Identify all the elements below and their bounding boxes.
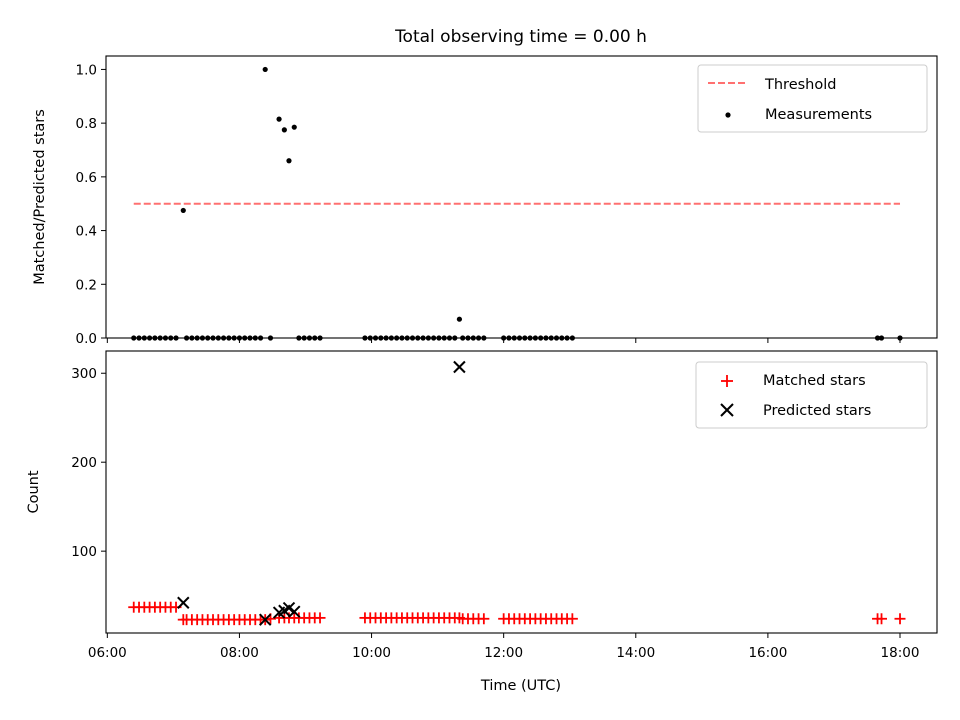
top-y-tick-label: 0.0: [76, 331, 97, 347]
measurement-point: [286, 158, 292, 164]
bottom-x-tick-label: 16:00: [748, 645, 787, 661]
measurement-point: [262, 66, 268, 73]
bottom-y-tick-label: 100: [71, 544, 97, 560]
bottom-x-tick-label: 14:00: [616, 645, 655, 661]
top-y-ticks: 0.0 0.2 0.4 0.6 0.8 1.0: [76, 62, 106, 347]
predicted-star-point: [177, 596, 190, 609]
top-y-tick-label: 0.6: [76, 170, 97, 186]
measurement-point: [281, 127, 287, 133]
predicted-star-stroke-b: [258, 613, 272, 626]
predicted-star-point: [282, 601, 296, 615]
bottom-plot-marks: [128, 360, 906, 626]
figure-title: Total observing time = 0.00 h: [394, 27, 647, 47]
predicted-star-stroke-b: [288, 605, 301, 618]
predicted-star-stroke-b: [282, 601, 296, 615]
measurement-point: [291, 124, 297, 130]
predicted-star-stroke-b: [453, 360, 466, 374]
bottom-x-tick-label: 08:00: [220, 645, 259, 661]
top-legend: Threshold Measurements: [697, 64, 928, 133]
legend-threshold-label: Threshold: [764, 77, 836, 93]
top-y-axis-label: Matched/Predicted stars: [32, 109, 48, 285]
measurement-point: [456, 316, 463, 322]
x-axis-label: Time (UTC): [480, 678, 561, 694]
bottom-y-tick-label: 300: [71, 366, 97, 382]
measurement-point: [180, 207, 186, 214]
bottom-plot-frame: [105, 350, 938, 634]
matched-star-point: [314, 612, 326, 624]
legend-measurements-label: Measurements: [765, 107, 872, 123]
predicted-star-point: [453, 360, 466, 374]
bottom-x-tick-label: 06:00: [88, 645, 127, 661]
matched-star-point: [478, 613, 490, 625]
bottom-x-ticks: 06:00 08:00 10:00 12:00 14:00 16:00 18:00: [88, 633, 920, 661]
bottom-axes: 100 200 300 06:00 08:00 10:00 12:00 14:00 16:00…: [26, 350, 938, 694]
predicted-star-point: [288, 605, 301, 618]
top-y-tick-label: 0.2: [76, 277, 97, 293]
top-x-ticks: [106, 338, 901, 343]
bottom-y-tick-label: 200: [71, 455, 97, 471]
matched-star-point: [894, 613, 906, 625]
bottom-x-tick-label: 10:00: [352, 645, 391, 661]
legend-predicted-label: Predicted stars: [763, 403, 871, 419]
top-legend-box: [697, 64, 928, 133]
legend-matched-swatch: [721, 375, 733, 387]
legend-predicted-swatch: [720, 403, 734, 417]
legend-matched-label: Matched stars: [763, 373, 866, 389]
bottom-y-axis-label: Count: [26, 470, 42, 513]
measurement-point: [276, 116, 282, 122]
top-y-tick-label: 1.0: [76, 62, 97, 78]
matched-star-point: [566, 613, 578, 625]
predicted-star-stroke-b: [177, 596, 190, 609]
top-y-tick-label: 0.8: [76, 116, 97, 132]
predicted-star-point: [258, 613, 272, 626]
bottom-y-ticks: 100 200 300: [71, 366, 106, 560]
bottom-x-tick-label: 18:00: [881, 645, 920, 661]
matched-star-point: [876, 613, 888, 625]
bottom-legend-box: [695, 361, 928, 429]
top-axes: 0.0 0.2 0.4 0.6 0.8 1.0 Matched/Predicted sta…: [32, 55, 938, 347]
top-y-tick-label: 0.4: [76, 224, 97, 240]
bottom-x-tick-label: 12:00: [484, 645, 523, 661]
bottom-legend: Matched stars Predicted stars: [695, 361, 928, 429]
top-plot-frame: [105, 55, 938, 339]
legend-measurements-swatch: [725, 112, 731, 118]
